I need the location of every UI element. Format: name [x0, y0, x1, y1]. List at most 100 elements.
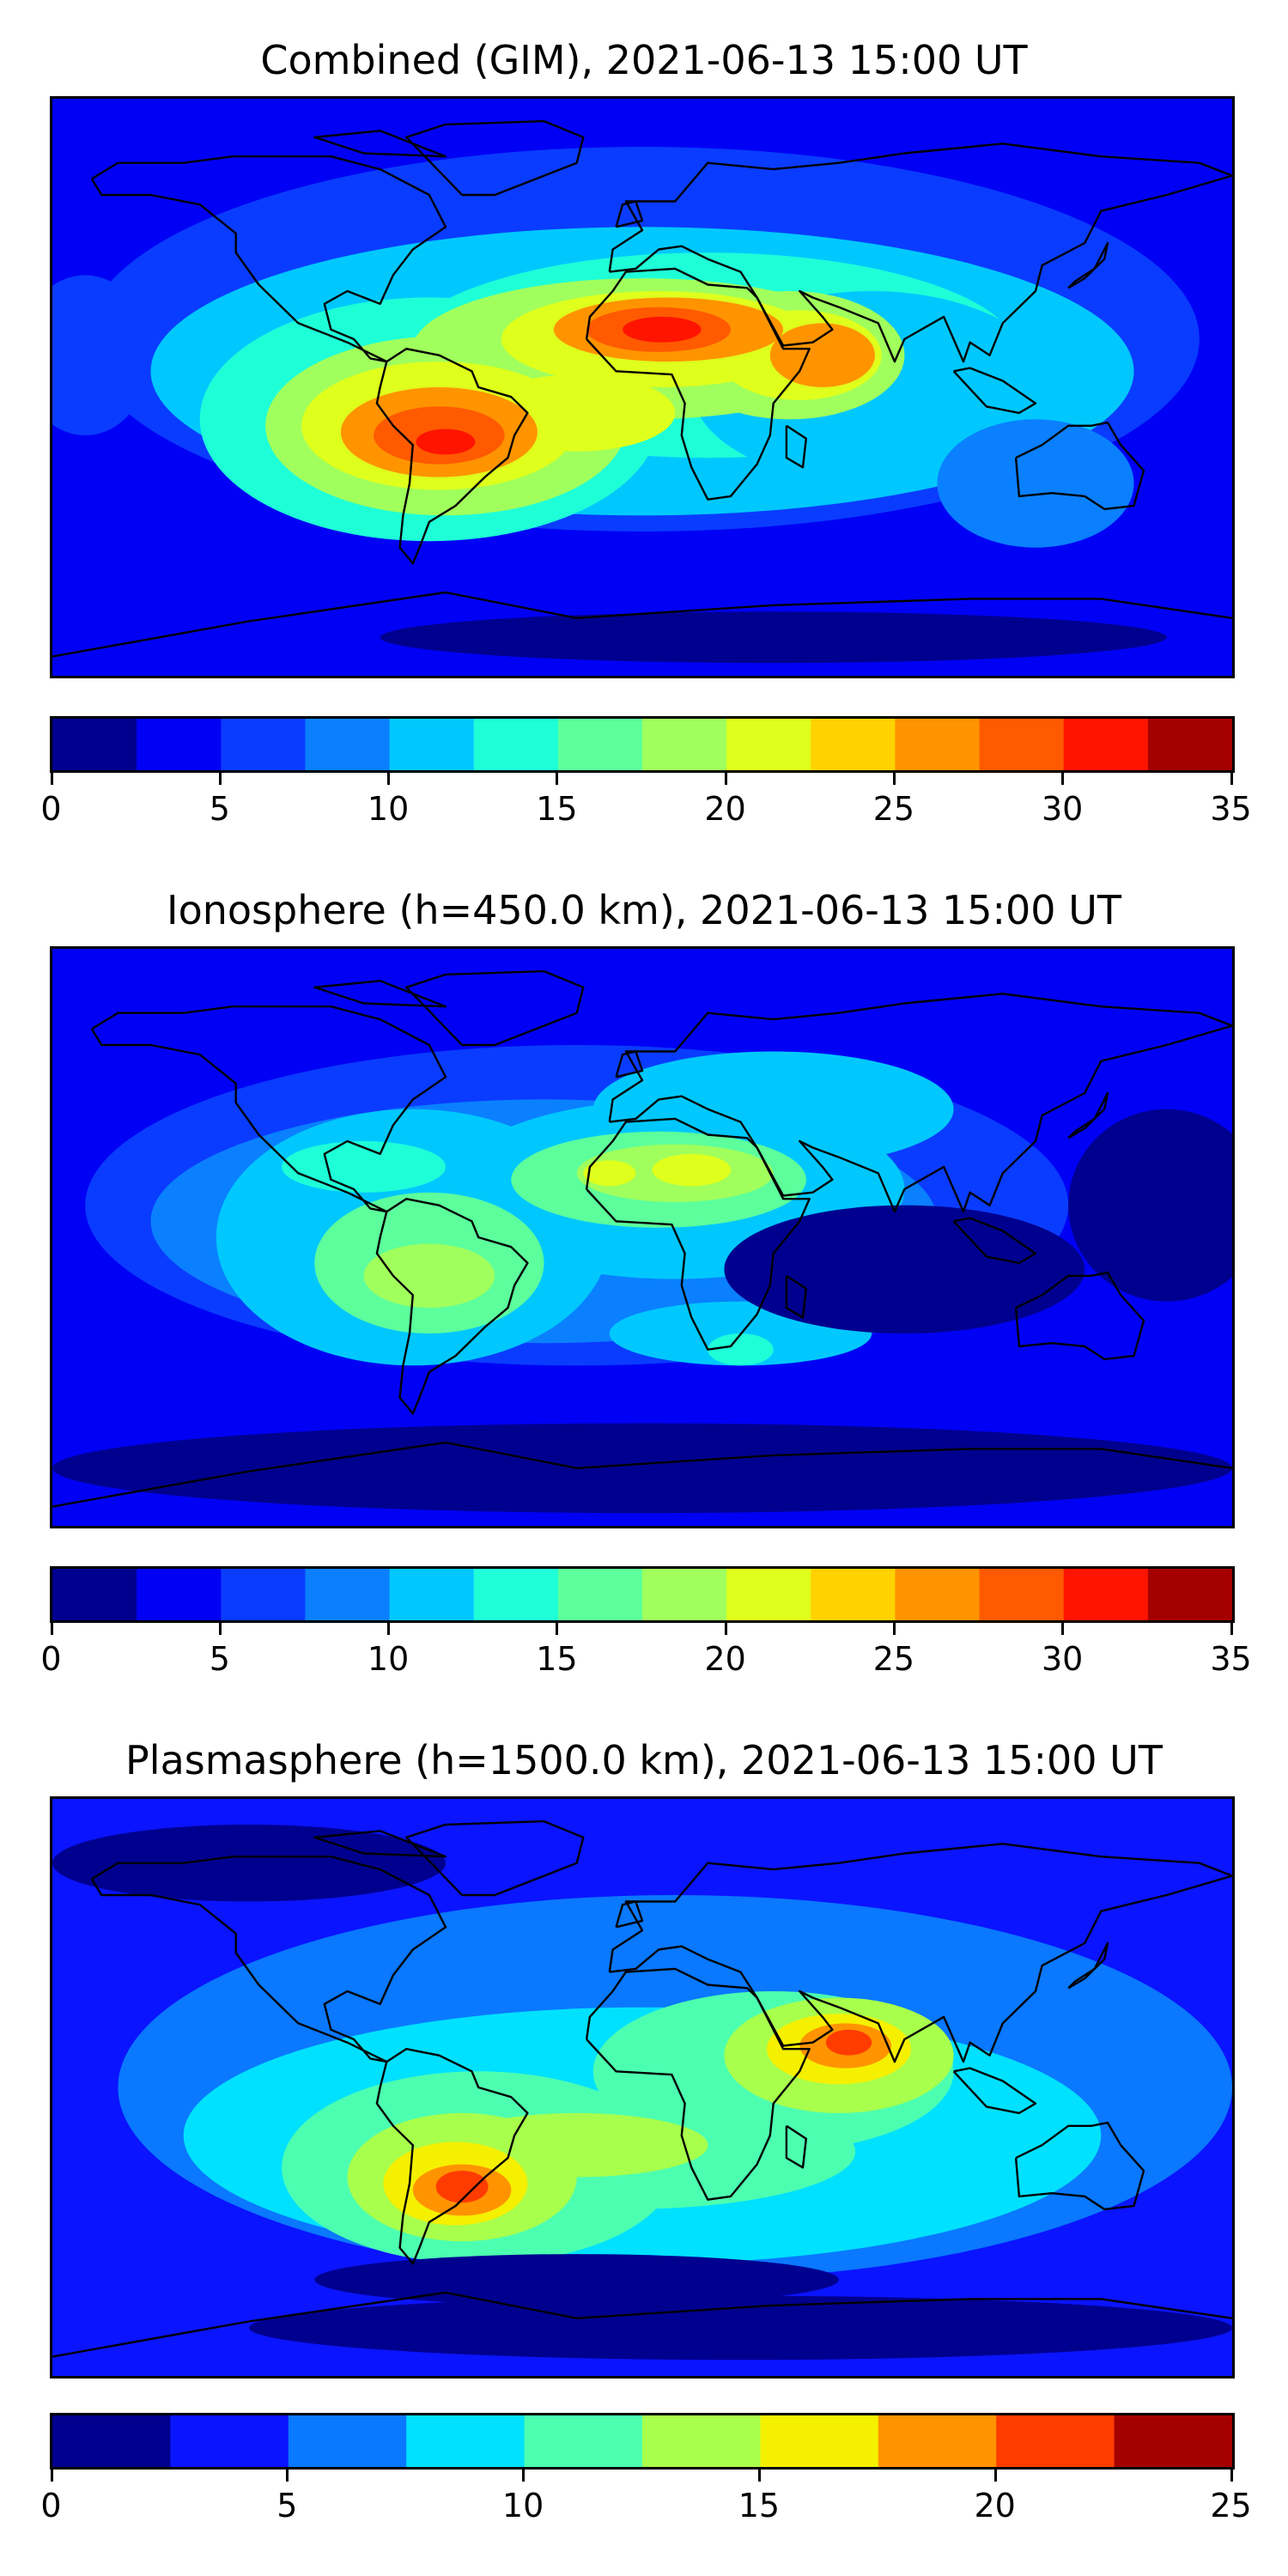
colorbar-tick-mark: [1230, 1623, 1233, 1635]
colorbar-tick-mark: [218, 1623, 222, 1635]
colorbar-swatch: [389, 719, 475, 770]
colorbar-tick-label: 15: [536, 790, 578, 828]
tec-map-ionosphere: [52, 949, 1232, 1526]
colorbar-swatches-plasmasphere: [52, 2415, 1232, 2467]
colorbar-tick-label: 5: [276, 2487, 298, 2524]
colorbar-swatch: [305, 719, 391, 770]
contour-region: [1068, 1109, 1232, 1302]
colorbar-tick-mark: [993, 2470, 997, 2482]
colorbar-tick-mark: [1230, 2470, 1233, 2482]
tec-map-plasmasphere: [52, 1799, 1232, 2376]
contour-region: [416, 428, 476, 455]
contour-region: [249, 2295, 1232, 2360]
colorbar-swatch: [811, 719, 896, 770]
colorbar-tick-mark: [387, 1623, 391, 1635]
colorbar-swatch: [996, 2415, 1115, 2467]
colorbar-ticks-plasmasphere: 0 5 10 15 20 25: [40, 2470, 1252, 2524]
colorbar-tick-label: 20: [704, 790, 746, 828]
colorbar-swatch: [137, 1569, 222, 1620]
coastline: [405, 119, 585, 197]
colorbar-swatch: [979, 1569, 1065, 1620]
colorbar-swatch: [642, 719, 727, 770]
colorbar-swatch: [726, 1569, 811, 1620]
panel-title-combined: Combined (GIM), 2021-06-13 15:00 UT: [260, 37, 1028, 83]
colorbar-tick-label: 20: [704, 1640, 746, 1678]
coastline: [52, 1441, 1232, 1508]
colorbar-tick-label: 15: [536, 1640, 578, 1678]
coastline: [90, 1856, 447, 2063]
colorbar-swatch: [895, 1569, 981, 1620]
contour-region: [435, 2171, 489, 2203]
coastline: [90, 155, 447, 363]
colorbar-tick-label: 10: [367, 1640, 410, 1678]
colorbar-tick-label: 5: [209, 790, 230, 828]
coastline: [952, 367, 1037, 415]
colorbar-ionosphere: [50, 1566, 1235, 1623]
coastline: [608, 993, 1232, 1213]
coastline: [313, 980, 447, 1008]
coastline: [585, 1117, 811, 1351]
coastline: [952, 1217, 1037, 1265]
contour-region: [282, 1141, 446, 1193]
coastline: [52, 2291, 1232, 2358]
colorbar-swatch: [52, 2415, 171, 2467]
colorbar-tick-mark: [1061, 1623, 1065, 1635]
map-combined: [50, 96, 1235, 678]
coastline: [405, 1820, 585, 1897]
colorbar-tick-mark: [892, 773, 896, 785]
colorbar-tick-label: 25: [872, 1640, 915, 1678]
contour-region: [652, 1153, 732, 1187]
colorbar-tick-mark: [757, 2470, 761, 2482]
colorbar-swatch: [1147, 1569, 1232, 1620]
contour-region: [52, 1423, 1232, 1514]
contour-region: [380, 611, 1167, 664]
colorbar-swatch: [760, 2415, 879, 2467]
colorbar-tick-mark: [892, 1623, 896, 1635]
colorbar-tick-mark: [724, 1623, 727, 1635]
map-plasmasphere: [50, 1796, 1235, 2379]
tec-map-combined: [52, 99, 1232, 676]
colorbar-swatch: [406, 2415, 526, 2467]
colorbar-tick-label: 0: [40, 2487, 62, 2524]
colorbar-tick-label: 10: [367, 790, 410, 828]
coastline: [608, 143, 1232, 363]
colorbar-tick-label: 10: [501, 2487, 544, 2524]
contour-region: [52, 1824, 446, 1902]
colorbar-tick-mark: [50, 773, 53, 785]
colorbar-tick-mark: [50, 2470, 53, 2482]
coastline: [615, 1900, 644, 1929]
colorbar-tick-mark: [50, 1623, 53, 1635]
colorbar-swatch: [389, 1569, 475, 1620]
colorbar-swatch: [557, 1569, 643, 1620]
contour-region: [724, 1205, 1085, 1334]
coastline: [615, 200, 644, 228]
coastline: [615, 1050, 644, 1078]
colorbar-swatch: [642, 1569, 727, 1620]
colorbar-swatch: [137, 719, 222, 770]
coastline: [585, 267, 811, 501]
coastline: [405, 969, 585, 1047]
contour-region: [623, 316, 702, 343]
colorbar-swatch: [473, 1569, 559, 1620]
colorbar-swatch: [726, 719, 811, 770]
colorbar-swatch: [288, 2415, 407, 2467]
colorbar-swatch: [1147, 719, 1232, 770]
colorbar-swatch: [170, 2415, 289, 2467]
colorbar-swatch: [52, 719, 137, 770]
colorbar-tick-label: 30: [1042, 790, 1084, 828]
colorbar-swatch: [524, 2415, 643, 2467]
colorbar-swatch: [811, 1569, 896, 1620]
colorbar-tick-mark: [218, 773, 222, 785]
colorbar-tick-mark: [556, 1623, 559, 1635]
contour-region: [583, 1160, 636, 1187]
map-ionosphere: [50, 946, 1235, 1528]
coastline: [375, 2048, 529, 2265]
colorbar-swatch: [305, 1569, 391, 1620]
coastline: [52, 591, 1232, 658]
colorbar-tick-mark: [522, 2470, 526, 2482]
coastline: [785, 1274, 807, 1319]
panel-title-ionosphere: Ionosphere (h=450.0 km), 2021-06-13 15:0…: [167, 887, 1121, 933]
colorbar-tick-mark: [556, 773, 559, 785]
colorbar-tick-mark: [1230, 773, 1233, 785]
contour-region: [363, 1243, 495, 1309]
